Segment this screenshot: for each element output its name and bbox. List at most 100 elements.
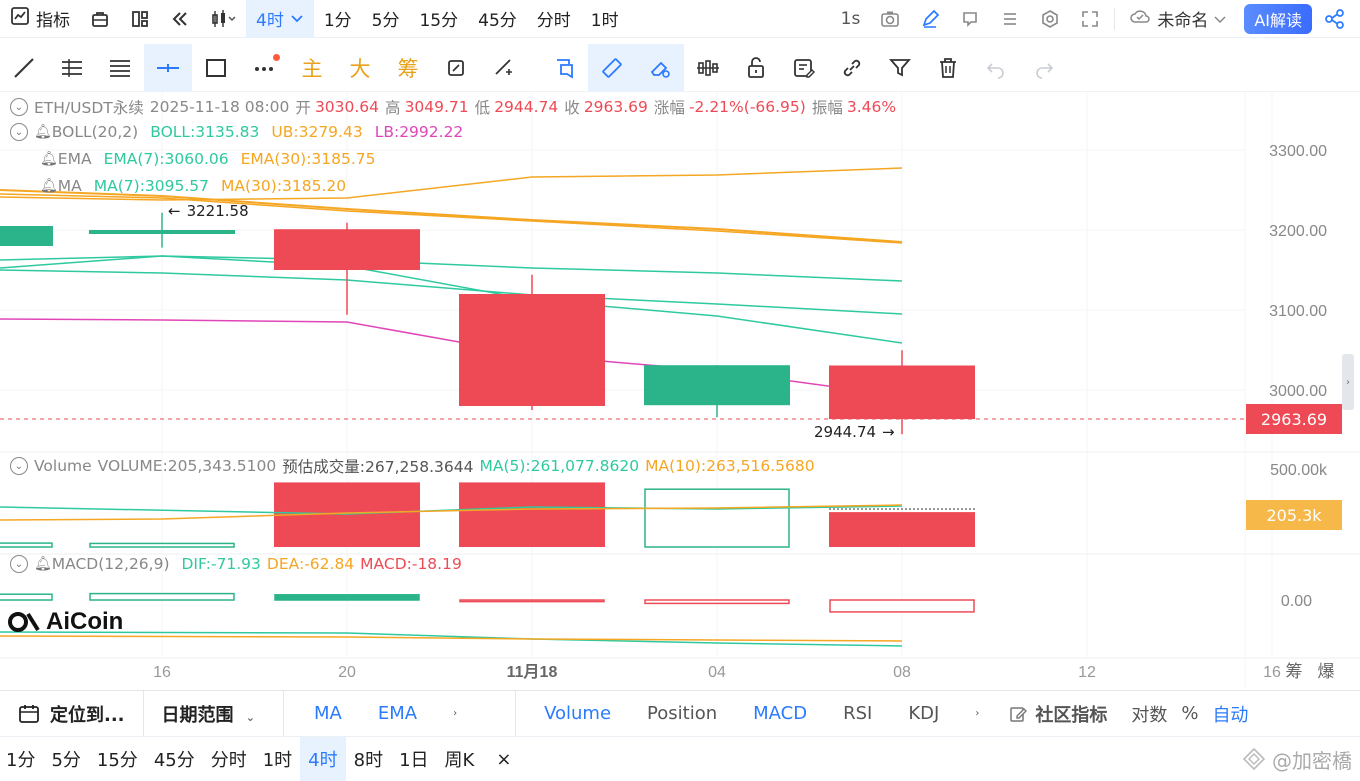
active-period-label: 4时 xyxy=(256,11,284,31)
parallel-channel-tool-icon[interactable] xyxy=(48,44,96,92)
period-1m[interactable]: 1分 xyxy=(314,0,362,38)
scroll-handle[interactable]: › xyxy=(1342,354,1354,410)
ai-interpret-button[interactable]: AI解读 xyxy=(1244,3,1312,34)
period-label: 1时 xyxy=(590,11,619,31)
rewind-icon[interactable] xyxy=(160,0,200,38)
period-1w[interactable]: 周K xyxy=(437,737,483,781)
period-5m[interactable]: 5分 xyxy=(43,737,88,781)
pen-icon[interactable] xyxy=(910,0,950,38)
redo-icon[interactable] xyxy=(1020,44,1068,92)
copy-icon[interactable] xyxy=(540,44,588,92)
time-axis-label: 16 xyxy=(153,664,171,681)
period-label: 周K xyxy=(444,750,475,771)
rectangle-tool-icon[interactable] xyxy=(192,44,240,92)
large-order-tool[interactable]: 大 xyxy=(336,44,384,92)
datetime-label: 2025-11-18 08:00 xyxy=(149,98,290,116)
period-45m[interactable]: 45分 xyxy=(468,0,527,38)
share-icon[interactable] xyxy=(1320,0,1360,38)
list-icon[interactable] xyxy=(990,0,1030,38)
sub-indicator-volume[interactable]: Volume xyxy=(516,703,629,724)
period-1d[interactable]: 1日 xyxy=(391,737,436,781)
undo-icon[interactable] xyxy=(972,44,1020,92)
volume-ma10-line xyxy=(0,504,903,521)
chart-line-icon xyxy=(10,6,30,31)
chart-name-dropdown[interactable]: 未命名 xyxy=(1119,0,1236,38)
date-range-dropdown[interactable]: 日期范围 ⌄ xyxy=(144,701,284,727)
main-indicator-ema[interactable]: EMA xyxy=(360,703,435,724)
bell-icon[interactable]: 🔔︎ xyxy=(34,556,52,572)
unlock-icon[interactable] xyxy=(732,44,780,92)
sub-indicator-position[interactable]: Position xyxy=(629,703,735,724)
period-timeshare[interactable]: 分时 xyxy=(203,737,255,781)
sub-indicator-rsi[interactable]: RSI xyxy=(825,703,890,724)
indicators-button[interactable]: 指标 xyxy=(0,0,80,38)
trendline-tool-icon[interactable] xyxy=(0,44,48,92)
annotation-icon[interactable] xyxy=(950,0,990,38)
period-15m[interactable]: 15分 xyxy=(89,737,146,781)
sub-indicator-macd[interactable]: MACD xyxy=(735,703,825,724)
macd-histogram-bar xyxy=(274,594,420,601)
candle-body xyxy=(0,226,53,246)
log-scale-toggle[interactable]: 对数 xyxy=(1125,701,1173,727)
measure-icon[interactable] xyxy=(480,44,528,92)
date-range-label: 日期范围 xyxy=(161,704,234,726)
period-timeshare[interactable]: 分时 xyxy=(527,0,581,38)
bell-icon[interactable]: 🔔︎ xyxy=(40,151,58,167)
period-5m[interactable]: 5分 xyxy=(362,0,410,38)
chevron-down-icon: ⌄ xyxy=(245,710,256,724)
main-force-tool[interactable]: 主 xyxy=(288,44,336,92)
fullscreen-icon[interactable] xyxy=(1070,0,1110,38)
filter-icon[interactable] xyxy=(876,44,924,92)
collapse-chevron-icon[interactable]: ⌄ xyxy=(10,123,28,141)
period-15m[interactable]: 15分 xyxy=(409,0,468,38)
low-label: 低 xyxy=(474,99,491,117)
volume-bar xyxy=(644,488,790,548)
close-period-bar-icon[interactable]: × xyxy=(482,737,519,781)
high-marker-value: 3221.58 xyxy=(186,202,249,220)
period-1h[interactable]: 1时 xyxy=(255,737,300,781)
collapse-chevron-icon[interactable]: ⌄ xyxy=(10,457,28,475)
collapse-chevron-icon[interactable]: ⌄ xyxy=(10,98,28,116)
period-1m[interactable]: 1分 xyxy=(0,737,43,781)
main-indicator-ma[interactable]: MA xyxy=(284,703,360,724)
community-indicators-button[interactable]: 社区指标 xyxy=(997,701,1125,727)
link-icon[interactable] xyxy=(828,44,876,92)
rotate-icon[interactable] xyxy=(432,44,480,92)
candle-type-icon[interactable] xyxy=(200,0,246,38)
briefcase-icon[interactable] xyxy=(80,0,120,38)
trash-icon[interactable] xyxy=(924,44,972,92)
active-period-dropdown[interactable]: 4时 xyxy=(246,0,314,38)
main-indicators-more-icon[interactable]: › xyxy=(453,708,458,719)
refresh-rate[interactable]: 1s xyxy=(831,0,871,38)
bell-icon[interactable]: 🔔︎ xyxy=(40,178,58,194)
chips-tool[interactable]: 筹 xyxy=(384,44,432,92)
more-tools-icon[interactable] xyxy=(240,44,288,92)
main-force-label: 主 xyxy=(301,56,323,81)
template-icon[interactable] xyxy=(780,44,828,92)
camera-icon[interactable] xyxy=(870,0,910,38)
period-45m[interactable]: 45分 xyxy=(146,737,203,781)
macd-value: MACD:-18.19 xyxy=(360,555,462,573)
auto-scale-toggle[interactable]: 自动 xyxy=(1206,701,1254,727)
volume-bar xyxy=(0,542,53,548)
sub-indicator-kdj[interactable]: KDJ xyxy=(890,703,957,724)
current-volume-tag: 205.3k xyxy=(1246,500,1342,530)
candlestick-chart[interactable]: 3300.00 3200.00 3100.00 3000.00 500.00k 0.00 1… xyxy=(0,92,1360,688)
eraser-icon[interactable] xyxy=(636,43,684,92)
locate-button[interactable]: 定位到... xyxy=(0,701,143,727)
horizontal-line-tool-icon[interactable] xyxy=(144,43,192,92)
period-8h[interactable]: 8时 xyxy=(346,737,391,781)
bell-icon[interactable]: 🔔︎ xyxy=(34,124,52,140)
candles-icon[interactable] xyxy=(684,44,732,92)
period-label: 分时 xyxy=(210,750,247,771)
sub-indicators-more-icon[interactable]: › xyxy=(975,708,980,719)
settings-icon[interactable] xyxy=(1030,0,1070,38)
layout-icon[interactable] xyxy=(120,0,160,38)
ruler-icon[interactable] xyxy=(588,43,636,92)
edit-icon xyxy=(1010,706,1028,722)
period-1h[interactable]: 1时 xyxy=(581,0,629,38)
percent-scale-toggle[interactable]: % xyxy=(1173,703,1206,724)
fib-lines-tool-icon[interactable] xyxy=(96,44,144,92)
collapse-chevron-icon[interactable]: ⌄ xyxy=(10,555,28,573)
period-4h[interactable]: 4时 xyxy=(300,736,346,781)
